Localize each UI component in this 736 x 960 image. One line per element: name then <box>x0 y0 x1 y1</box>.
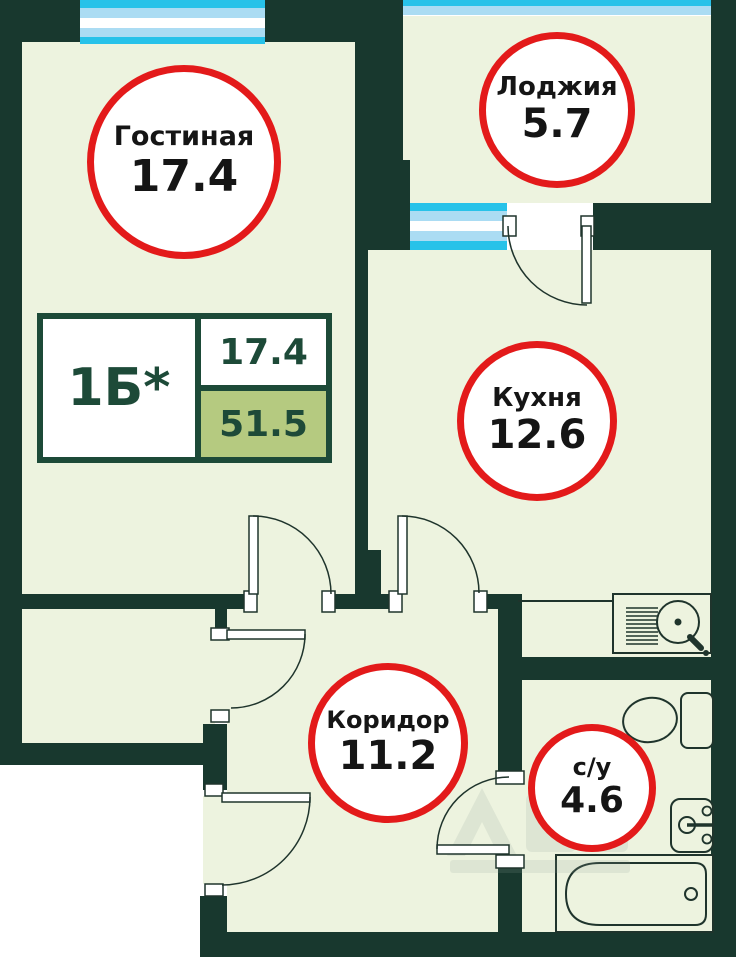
door-bathroom <box>436 770 525 869</box>
room-area: 4.6 <box>560 780 624 822</box>
kitchen-sink-icon <box>656 600 709 656</box>
unit-total-area: 51.5 <box>201 391 326 457</box>
room-name: Гостиная <box>113 121 255 153</box>
unit-type-label: 1Б* <box>43 319 195 457</box>
window-icon <box>80 0 265 44</box>
room-name: Коридор <box>326 706 450 735</box>
room-label-corridor: Коридор 11.2 <box>308 663 468 823</box>
room-area: 5.7 <box>521 101 593 148</box>
door-entrance <box>204 783 311 897</box>
unit-info-box: 1Б* 17.4 51.5 <box>37 313 332 463</box>
room-label-kitchen: Кухня 12.6 <box>457 341 617 501</box>
stove-icon <box>626 607 658 645</box>
washbasin-icon <box>670 798 714 853</box>
room-label-bathroom: с/у 4.6 <box>528 724 656 852</box>
room-label-loggia: Лоджия 5.7 <box>479 32 635 188</box>
loggia-glazing-icon <box>403 0 711 15</box>
unit-living-area: 17.4 <box>201 319 326 385</box>
toilet-icon <box>622 692 714 749</box>
room-name: Кухня <box>492 383 582 414</box>
room-name: Лоджия <box>496 72 618 103</box>
door-living-room <box>243 515 336 613</box>
door-kitchen <box>388 515 488 613</box>
door-loggia <box>502 215 595 306</box>
room-label-living: Гостиная 17.4 <box>87 65 281 259</box>
room-name: с/у <box>572 753 612 782</box>
room-area: 11.2 <box>338 733 438 780</box>
room-area: 12.6 <box>487 412 587 459</box>
bathtub-icon <box>555 854 714 933</box>
kitchen-counter <box>518 593 712 656</box>
door-wardrobe <box>210 627 306 723</box>
kitchen-window-icon <box>410 203 507 250</box>
room-area: 17.4 <box>129 151 239 203</box>
